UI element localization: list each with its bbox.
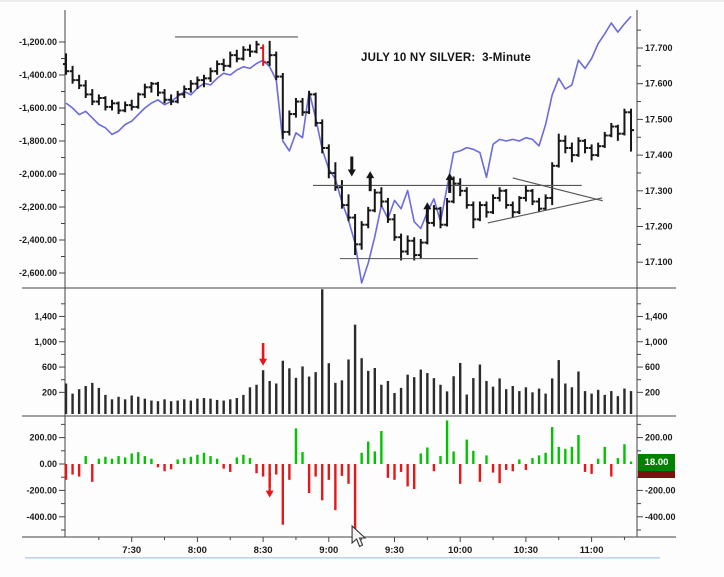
- pennant-lower: [487, 197, 603, 224]
- svg-text:-200.00: -200.00: [645, 485, 676, 495]
- svg-text:600: 600: [42, 362, 57, 372]
- pennant-upper: [512, 177, 603, 202]
- svg-text:1,000: 1,000: [34, 337, 57, 347]
- bottom-hairline: [25, 557, 660, 559]
- price-annotations: [175, 36, 603, 260]
- mouse-pointer-icon: [351, 524, 367, 548]
- chart-title: JULY 10 NY SILVER: 3-Minute: [360, 52, 532, 64]
- svg-text:9:00: 9:00: [319, 545, 338, 556]
- axis-labels: -1,200.00 -1,400.00 -1,600.00 -1,800.00 -2,0…: [19, 29, 676, 556]
- svg-text:-2,000.00: -2,000.00: [19, 169, 57, 179]
- chart-frame: [22, 10, 676, 538]
- svg-text:17.300: 17.300: [645, 186, 673, 196]
- svg-text:200: 200: [42, 387, 57, 397]
- svg-text:-400.00: -400.00: [26, 512, 57, 522]
- svg-text:17.700: 17.700: [645, 43, 673, 53]
- svg-text:-1,600.00: -1,600.00: [19, 103, 57, 113]
- svg-text:17.400: 17.400: [645, 150, 673, 160]
- volume-bars: [64, 289, 633, 414]
- svg-text:-400.00: -400.00: [645, 512, 676, 522]
- price-bars: [63, 40, 635, 261]
- svg-text:200.00: 200.00: [29, 433, 57, 443]
- svg-text:10:30: 10:30: [514, 545, 538, 556]
- delta-bars: [64, 420, 633, 536]
- last-value-badge: 18.00: [638, 454, 675, 471]
- svg-text:200.00: 200.00: [645, 433, 673, 443]
- svg-text:17.500: 17.500: [645, 114, 673, 124]
- svg-text:-1,800.00: -1,800.00: [19, 136, 57, 146]
- svg-text:17.200: 17.200: [645, 222, 673, 232]
- svg-text:11:00: 11:00: [580, 545, 604, 556]
- svg-text:600: 600: [645, 362, 660, 372]
- svg-text:-2,400.00: -2,400.00: [19, 235, 57, 245]
- svg-text:7:30: 7:30: [122, 545, 141, 556]
- volume-arrow: [259, 343, 268, 366]
- svg-text:-1,200.00: -1,200.00: [19, 37, 57, 47]
- svg-text:1,000: 1,000: [645, 337, 668, 347]
- delta-arrow: [265, 473, 274, 498]
- svg-text:-2,200.00: -2,200.00: [19, 202, 57, 212]
- svg-text:-1,400.00: -1,400.00: [19, 70, 57, 80]
- svg-text:9:30: 9:30: [385, 545, 404, 556]
- svg-text:8:30: 8:30: [254, 545, 273, 556]
- svg-text:17.100: 17.100: [645, 257, 673, 267]
- svg-text:1,400: 1,400: [34, 311, 57, 321]
- svg-text:17.600: 17.600: [645, 79, 673, 89]
- svg-text:8:00: 8:00: [188, 545, 207, 556]
- svg-text:-2,600.00: -2,600.00: [19, 268, 57, 278]
- svg-text:200: 200: [645, 387, 660, 397]
- svg-text:10:00: 10:00: [448, 545, 472, 556]
- svg-text:0.00: 0.00: [39, 459, 57, 469]
- svg-text:1,400: 1,400: [645, 311, 668, 321]
- svg-text:-200.00: -200.00: [26, 485, 57, 495]
- last-value-badge-underline: [638, 471, 675, 478]
